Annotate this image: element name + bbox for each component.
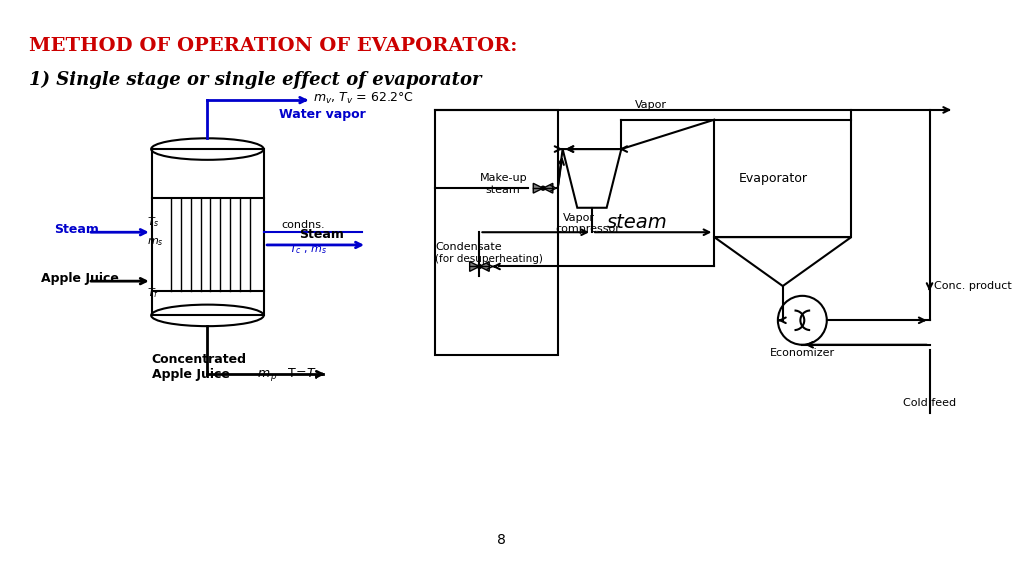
Text: $T_c$ , $m_s$: $T_c$ , $m_s$ [289, 242, 328, 256]
Text: Evaporator: Evaporator [738, 172, 808, 185]
Text: Condensate: Condensate [435, 242, 502, 252]
Text: METHOD OF OPERATION OF EVAPORATOR:: METHOD OF OPERATION OF EVAPORATOR: [30, 36, 518, 55]
Text: 8: 8 [497, 533, 506, 547]
Text: (for desuperheating): (for desuperheating) [435, 253, 544, 264]
Text: Conc. product: Conc. product [935, 281, 1012, 291]
Text: compressor: compressor [556, 224, 621, 234]
Polygon shape [470, 262, 479, 271]
Text: Apple Juice: Apple Juice [152, 367, 229, 381]
Text: steam: steam [485, 185, 520, 195]
Text: $m_v$, $T_v$ = 62.2°C: $m_v$, $T_v$ = 62.2°C [313, 90, 414, 106]
Text: Economizer: Economizer [770, 347, 835, 358]
Text: Steam: Steam [54, 223, 98, 236]
Text: Steam: Steam [299, 228, 344, 241]
Text: steam: steam [606, 213, 668, 232]
Circle shape [541, 186, 545, 190]
Text: Make-up: Make-up [479, 173, 527, 183]
Text: $m_p$   T=$T_v$: $m_p$ T=$T_v$ [250, 366, 321, 382]
Polygon shape [543, 183, 553, 193]
Text: Vapor: Vapor [635, 100, 667, 110]
Text: 1) Single stage or single effect of evaporator: 1) Single stage or single effect of evap… [30, 71, 482, 89]
Text: condns.: condns. [282, 221, 326, 230]
Text: $m_s$: $m_s$ [146, 236, 164, 248]
Text: Concentrated: Concentrated [152, 353, 247, 366]
Text: $T_s$: $T_s$ [146, 215, 160, 229]
Circle shape [477, 264, 481, 268]
Polygon shape [534, 183, 543, 193]
Polygon shape [479, 262, 489, 271]
Text: Water vapor: Water vapor [279, 108, 366, 122]
Text: Apple Juice: Apple Juice [41, 272, 119, 285]
Text: Vapor: Vapor [562, 213, 595, 222]
Text: Cold feed: Cold feed [903, 399, 956, 408]
Text: $T_f$: $T_f$ [146, 286, 160, 300]
